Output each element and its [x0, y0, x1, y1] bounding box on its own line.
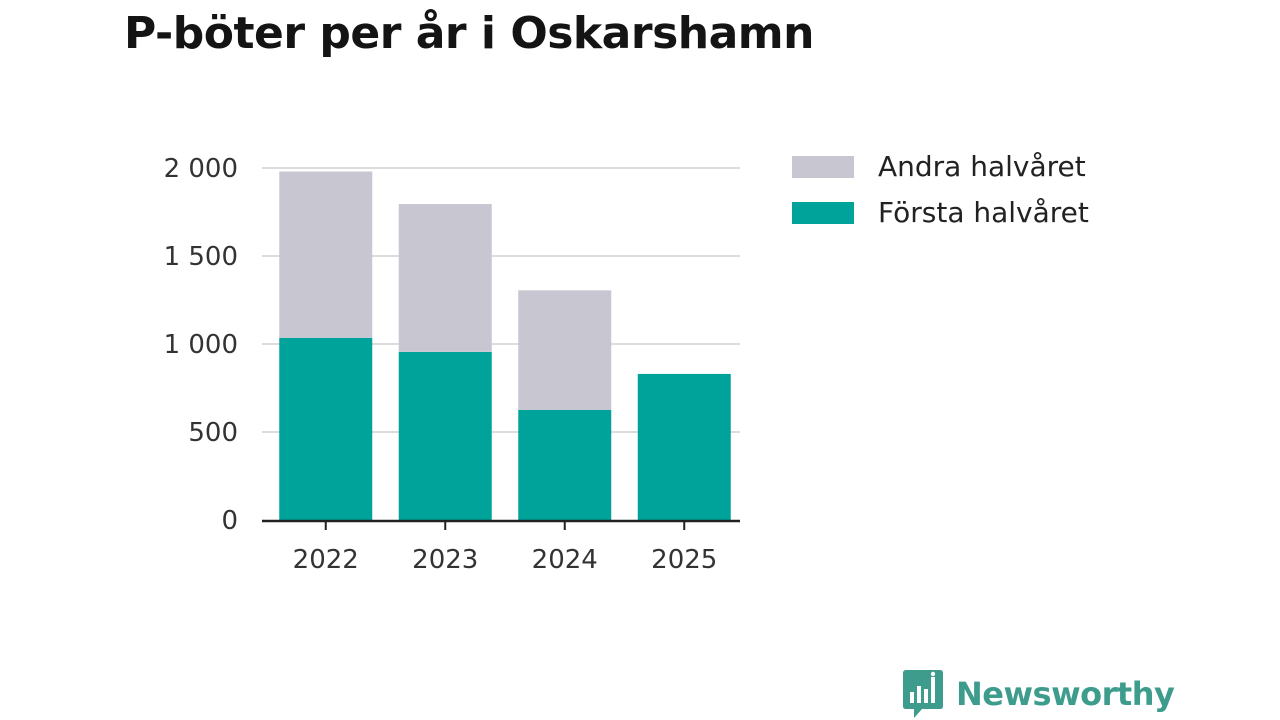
legend-label: Andra halvåret: [878, 150, 1086, 183]
bars: [279, 171, 731, 520]
bar-forsta-2023: [398, 351, 492, 520]
legend-swatch: [792, 202, 854, 224]
y-tick-label: 2 000: [164, 154, 238, 184]
bar-forsta-2025: [637, 373, 731, 520]
bar-andra-2024: [518, 290, 612, 410]
x-axis-labels: 2022 2023 2024 2025: [293, 545, 718, 575]
legend-label: Första halvåret: [878, 196, 1089, 229]
brand-name: Newsworthy: [956, 675, 1175, 713]
bar-forsta-2022: [279, 337, 373, 520]
y-tick-label: 1 000: [164, 330, 238, 360]
x-tick-label: 2024: [532, 545, 598, 575]
x-tick-label: 2025: [651, 545, 717, 575]
chart-title: P-böter per år i Oskarshamn: [124, 8, 814, 59]
legend: Andra halvåret Första halvåret: [792, 150, 1089, 229]
bar-andra-2023: [398, 204, 492, 352]
newsworthy-bars-icon: [903, 670, 943, 718]
y-tick-label: 1 500: [164, 242, 238, 272]
newsworthy-logo: Newsworthy: [902, 668, 1175, 720]
bar-forsta-2024: [518, 410, 612, 520]
x-tick-label: 2022: [293, 545, 359, 575]
y-tick-label: 0: [221, 506, 238, 536]
x-axis: [262, 519, 740, 530]
y-tick-label: 500: [188, 418, 238, 448]
legend-swatch: [792, 156, 854, 178]
x-tick-label: 2023: [412, 545, 478, 575]
y-axis-labels: 0 500 1 000 1 500 2 000: [164, 154, 238, 536]
bar-andra-2022: [279, 171, 373, 338]
